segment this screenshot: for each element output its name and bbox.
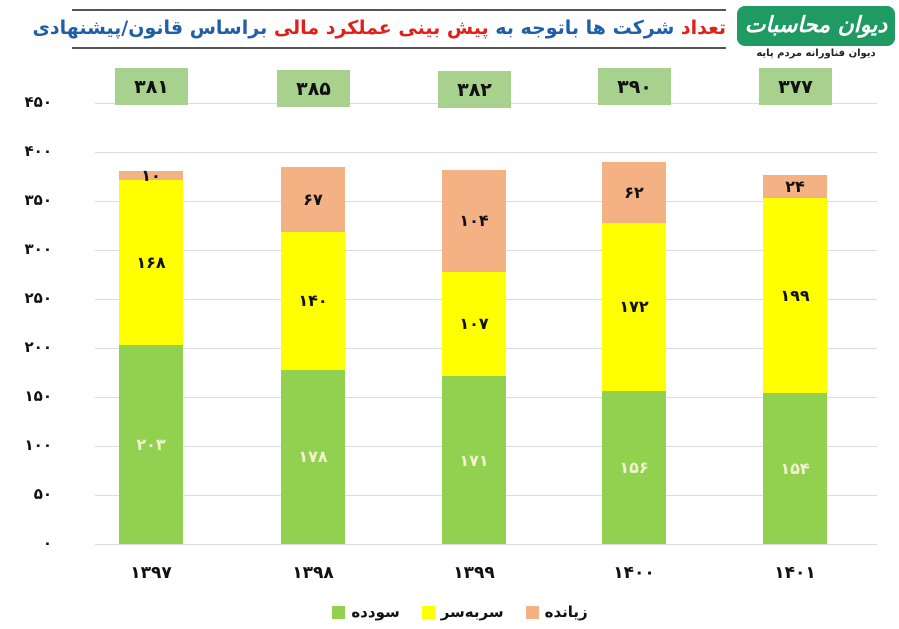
- x-tick-label: ۱۳۹۸: [292, 563, 334, 583]
- title-part-4: براساس قانون/پیشنهادی: [32, 17, 274, 39]
- title-part-2: شرکت ها باتوجه به: [488, 17, 681, 39]
- logo-subtitle: دیوان فناورانه مردم پایه: [756, 48, 876, 59]
- bar-segment: ۱۷۱: [442, 376, 506, 544]
- legend-swatch-breakeven: [421, 605, 435, 619]
- legend: زیانده سربه‌سر سودده: [330, 600, 590, 624]
- y-tick-label: ۴۰۰: [24, 142, 52, 160]
- total-badge: ۳۸۱: [115, 68, 188, 105]
- title-part-3: پیش بینی عملکرد مالی: [273, 17, 489, 39]
- y-tick-label: ۰: [42, 534, 52, 552]
- bar-segment: ۱۹۹: [763, 198, 827, 394]
- y-tick-label: ۳۰۰: [24, 240, 52, 258]
- total-badge: ۳۹۰: [598, 68, 671, 105]
- y-tick-label: ۵۰: [33, 485, 52, 503]
- legend-item-breakeven: سربه‌سر: [421, 603, 504, 621]
- bar-segment: ۱۰۷: [442, 271, 506, 377]
- bar-segment: ۲۰۳: [119, 345, 183, 544]
- total-badge: ۳۷۷: [759, 68, 832, 105]
- logo-badge: دیوان محاسبات کشور: [737, 6, 895, 78]
- x-tick-label: ۱۴۰۰: [613, 563, 655, 583]
- y-tick-label: ۴۵۰: [24, 93, 52, 111]
- legend-swatch-loss: [525, 605, 539, 619]
- bar-segment: ۲۴: [763, 174, 827, 199]
- gridline: [95, 152, 877, 153]
- bar-segment: ۱۷۲: [602, 222, 666, 392]
- bar-segment: ۱۰: [119, 166, 183, 185]
- total-badge: ۳۸۲: [438, 71, 511, 108]
- total-badge: ۳۸۵: [277, 70, 350, 107]
- x-tick-label: ۱۳۹۹: [453, 563, 495, 583]
- bar-segment: ۱۴۰: [281, 232, 345, 370]
- chart-title: تعداد شرکت ها باتوجه به پیش بینی عملکرد …: [32, 9, 726, 49]
- bar-segment: ۱۵۴: [763, 393, 827, 544]
- bar-segment: ۱۰۴: [442, 169, 506, 272]
- y-tick-label: ۱۰۰: [24, 436, 52, 454]
- bar-segment: ۱۶۸: [119, 180, 183, 346]
- legend-item-profit: سودده: [332, 603, 400, 621]
- y-tick-label: ۲۵۰: [24, 289, 52, 307]
- x-tick-label: ۱۴۰۱: [774, 563, 816, 583]
- bar-segment: ۶۷: [281, 166, 345, 233]
- bar-segment: ۶۲: [602, 161, 666, 223]
- legend-label-breakeven: سربه‌سر: [440, 603, 504, 621]
- legend-label-profit: سودده: [351, 603, 400, 621]
- bar-segment: ۱۷۸: [281, 369, 345, 544]
- legend-item-loss: زیانده: [525, 603, 588, 621]
- gridline: [95, 544, 877, 545]
- logo: دیوان محاسبات کشور دیوان فناورانه مردم پ…: [737, 6, 895, 78]
- y-tick-label: ۱۵۰: [24, 387, 52, 405]
- y-tick-label: ۲۰۰: [24, 338, 52, 356]
- title-part-1: تعداد: [680, 17, 726, 39]
- legend-label-loss: زیانده: [544, 603, 588, 621]
- bar-segment: ۱۵۶: [602, 391, 666, 544]
- x-tick-label: ۱۳۹۷: [130, 563, 172, 583]
- legend-swatch-profit: [332, 605, 346, 619]
- y-tick-label: ۳۵۰: [24, 191, 52, 209]
